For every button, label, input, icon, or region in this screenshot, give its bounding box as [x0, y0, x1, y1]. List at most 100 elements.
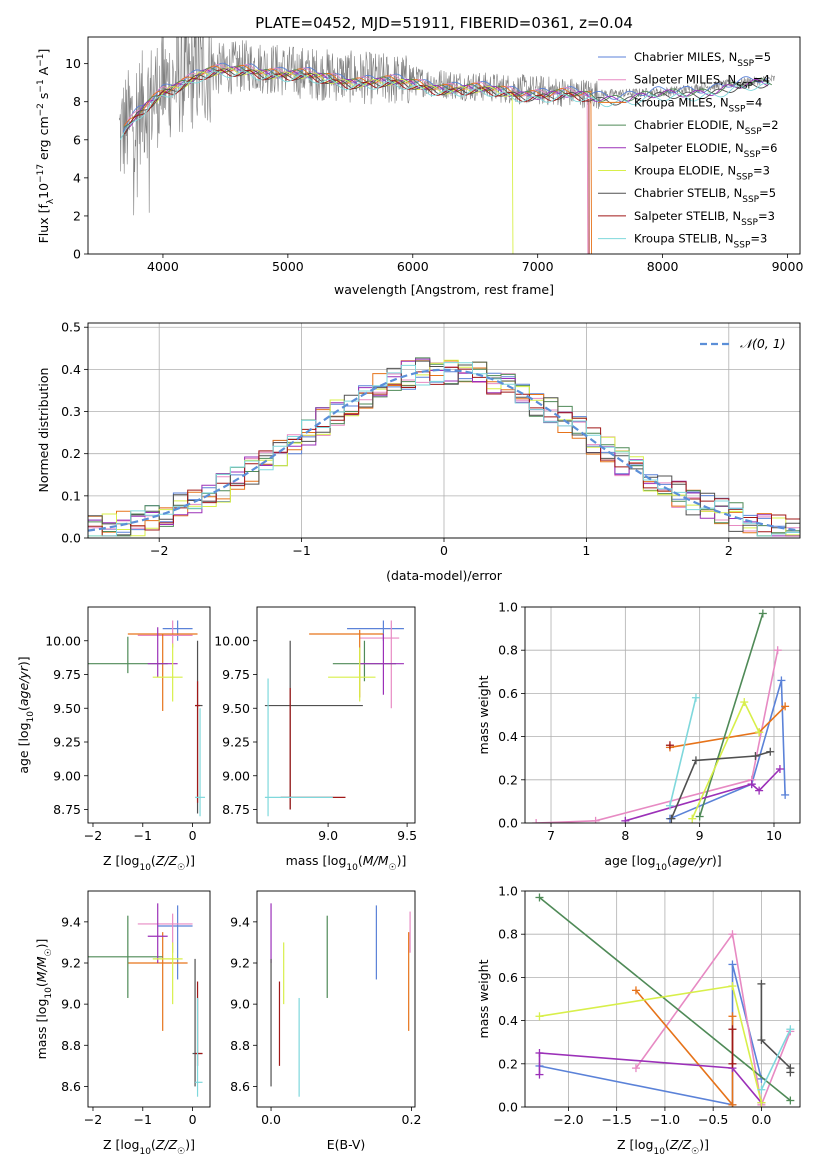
- label-part: −1: [36, 54, 46, 67]
- weight-line-1: [539, 964, 763, 1106]
- tick-label-x: 8000: [647, 259, 679, 274]
- label-part: (: [667, 853, 672, 868]
- tick-label-x: −1.5: [601, 1112, 631, 1127]
- tick-label-x: −1.0: [650, 1112, 680, 1127]
- tick-label-x: −1: [292, 543, 310, 558]
- tick-label-y: 8.75: [222, 802, 250, 817]
- axes-age_vs_mass: 9.0 9.5 8.75 9.00 9.25 9.50 9.75 10.00: [214, 606, 417, 843]
- label-part: )]: [34, 939, 49, 949]
- label-part: Z [log: [617, 1137, 653, 1152]
- legend-entry: Kroupa ELODIE, NSSP=3: [634, 164, 770, 183]
- weight-line-5: [538, 1052, 763, 1104]
- tick-label-x: 10: [766, 828, 782, 843]
- label-part: Z [log: [103, 1137, 139, 1152]
- tick-label-y: 0.2: [498, 1056, 518, 1071]
- tick-label-y: 9.00: [53, 768, 81, 783]
- tick-label-y: 1.0: [498, 884, 518, 899]
- label-part: 10: [656, 863, 668, 873]
- x-axis-label: Z [log10(Z/Z☉)]: [617, 1137, 709, 1157]
- label-part: age/yr: [16, 665, 31, 706]
- label-part: =4: [745, 95, 762, 109]
- label-part: =3: [750, 232, 767, 246]
- label-part: Z/Z: [155, 853, 178, 868]
- model-line-8: [123, 69, 590, 254]
- x-axis-label: wavelength [Angstrom, rest frame]: [334, 282, 554, 297]
- label-part: SSP: [741, 218, 758, 228]
- tick-label-y: 8.6: [230, 1079, 250, 1094]
- label-part: 10: [44, 987, 54, 999]
- tick-label-y: 0.2: [61, 446, 81, 461]
- tick-label-y: 0.6: [498, 686, 518, 701]
- label-part: =3: [758, 209, 775, 223]
- model-line-5: [125, 66, 769, 131]
- axes-residuals: −2 −1 0 1 2 0.0 0.1 0.2 0.3 0.4 0.5: [61, 320, 801, 558]
- tick-label-x: 7: [547, 828, 555, 843]
- label-part: =5: [759, 186, 776, 200]
- plot-area: [118, 37, 775, 254]
- label-part: age [log: [16, 722, 31, 773]
- y-axis-label: mass weight: [476, 675, 491, 754]
- weight-line-9: [760, 1028, 792, 1091]
- tick-label-x: 1: [582, 543, 590, 558]
- model-line-7: [125, 68, 771, 134]
- label-part: 10: [26, 711, 36, 723]
- tick-label-y: 9.00: [222, 768, 250, 783]
- label-part: Flux [f: [36, 204, 51, 244]
- tick-label-x: 0: [189, 1112, 197, 1127]
- tick-label-x: −1: [134, 1112, 152, 1127]
- label-part: Z/Z: [155, 1137, 178, 1152]
- tick-label-y: 0.5: [61, 320, 81, 335]
- label-part: 10: [139, 863, 151, 873]
- label-part: ]: [36, 49, 51, 54]
- model-line-9: [120, 70, 771, 140]
- figure-title: PLATE=0452, MJD=51911, FIBERID=0361, z=0…: [255, 14, 633, 32]
- tick-label-y: 0.6: [498, 970, 518, 985]
- tick-label-y: 0.8: [498, 927, 518, 942]
- axes-frame: [256, 890, 416, 1108]
- model-line-6: [150, 67, 514, 254]
- label-part: Kroupa ELODIE, N: [634, 164, 736, 178]
- legend-entry: Salpeter STELIB, NSSP=3: [634, 209, 775, 228]
- label-part: =5: [754, 50, 771, 64]
- label-part: (: [16, 706, 31, 711]
- axes-weight_vs_age: 7 8 9 10 0.0 0.2 0.4 0.6 0.8 1.0: [498, 600, 801, 843]
- tick-label-x: 0: [440, 543, 448, 558]
- label-part: M/M: [363, 853, 389, 868]
- legend-entry: Kroupa STELIB, NSSP=3: [634, 232, 767, 251]
- label-part: M/M: [34, 956, 49, 982]
- label-part: =6: [761, 141, 778, 155]
- label-part: SSP: [744, 150, 761, 160]
- tick-label-y: 8.8: [230, 1038, 250, 1053]
- tick-label-x: 9.0: [318, 828, 338, 843]
- tick-label-y: 9.25: [222, 735, 250, 750]
- tick-label-y: 9.25: [53, 735, 81, 750]
- plot-area: [88, 620, 206, 817]
- label-part: ☉: [177, 863, 185, 873]
- axes-frame: [524, 890, 801, 1108]
- tick-label-y: 10.00: [214, 633, 250, 648]
- tick-label-x: 4000: [147, 259, 179, 274]
- label-part: SSP: [737, 59, 754, 69]
- label-part: s: [36, 93, 51, 104]
- label-part: Z [log: [103, 853, 139, 868]
- tick-label-y: 0.4: [498, 729, 518, 744]
- weight-line-1: [669, 680, 786, 820]
- tick-label-y: 0: [73, 247, 81, 262]
- legend-entry: Kroupa MILES, NSSP=4: [634, 95, 762, 114]
- label-part: mass [log: [286, 853, 347, 868]
- label-part: ☉: [177, 1147, 185, 1157]
- y-axis-label: Flux [fλ10−17 erg cm−2 s−1 A−1]: [36, 49, 56, 244]
- label-part: age [log: [604, 853, 655, 868]
- label-part: )]: [699, 1137, 709, 1152]
- label-part: )]: [397, 853, 407, 868]
- label-part: SSP: [736, 82, 753, 92]
- model-line-3: [123, 64, 593, 254]
- label-part: (: [34, 982, 49, 987]
- label-part: )]: [185, 1137, 195, 1152]
- tick-label-y: 6: [73, 132, 81, 147]
- tick-label-y: 9.50: [53, 701, 81, 716]
- normal-reference-line: [88, 368, 800, 532]
- legend-entry: Chabrier MILES, NSSP=5: [634, 50, 771, 69]
